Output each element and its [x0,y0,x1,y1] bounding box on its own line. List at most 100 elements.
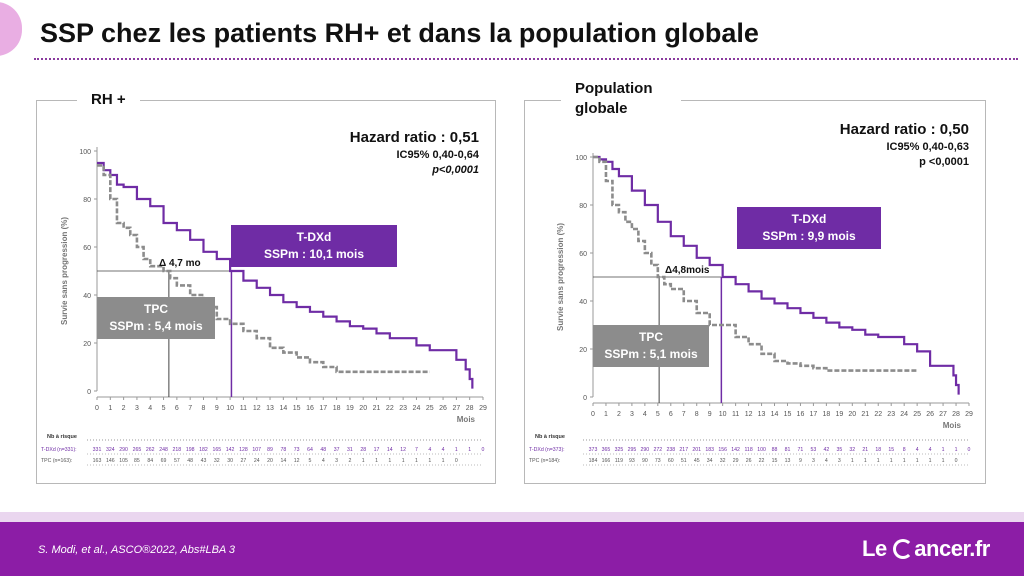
corner-decoration [0,2,22,56]
x-tick-label: 23 [399,405,407,412]
tdxd-box-median: SSPm : 9,9 mois [762,229,856,243]
risk-value: 331 [93,447,102,453]
x-tick-label: 13 [758,411,766,418]
tpc-box-median: SSPm : 5,4 mois [109,319,203,333]
risk-value: 32 [720,458,726,464]
risk-value: 85 [134,458,140,464]
risk-value: 100 [757,447,766,453]
panel-label: RH + [77,91,140,108]
risk-value: 93 [629,458,635,464]
x-tick-label: 27 [452,405,460,412]
risk-row-label: T-DXd (n=373): [529,447,565,453]
risk-value: 324 [106,447,115,453]
risk-value: 69 [161,458,167,464]
risk-value: 15 [772,458,778,464]
risk-value: 9 [799,458,802,464]
risk-value: 17 [374,447,380,453]
risk-value: 35 [836,447,842,453]
logo-prefix: Le [862,536,893,561]
tdxd-box-median: SSPm : 10,1 mois [263,247,365,261]
risk-value: 7 [415,447,418,453]
risk-value: 8 [903,447,906,453]
cancer-c-icon [893,539,914,559]
risk-value: 45 [694,458,700,464]
risk-value: 32 [214,458,220,464]
risk-value: 1 [442,458,445,464]
risk-value: 295 [628,447,637,453]
x-tick-label: 16 [306,405,314,412]
tpc-curve [97,164,430,374]
risk-value: 13 [785,458,791,464]
risk-value: 1 [388,458,391,464]
risk-value: 20 [267,458,273,464]
risk-value: 14 [280,458,286,464]
risk-value: 60 [668,458,674,464]
risk-value: 272 [653,447,662,453]
risk-value: 373 [589,447,598,453]
risk-value: 1 [851,458,854,464]
x-tick-label: 16 [797,411,805,418]
risk-value: 183 [705,447,714,453]
risk-value: 1 [890,458,893,464]
risk-value: 64 [307,447,313,453]
confidence-interval: IC95% 0,40-0,63 [886,141,969,153]
p-value: p <0,0001 [919,156,969,168]
risk-value: 165 [212,447,221,453]
hazard-ratio: Hazard ratio : 0,50 [839,121,969,138]
risk-value: 53 [811,447,817,453]
risk-value: 142 [731,447,740,453]
risk-value: 1 [955,447,958,453]
risk-value: 89 [267,447,273,453]
x-tick-label: 1 [604,411,608,418]
x-tick-label: 26 [439,405,447,412]
risk-value: 218 [173,447,182,453]
x-tick-label: 17 [319,405,327,412]
x-tick-label: 22 [386,405,394,412]
y-axis-label: Survie sans progression (%) [556,223,565,331]
risk-value: 1 [468,447,471,453]
risk-row-label: TPC (n=184): [529,458,560,464]
risk-value: 43 [201,458,207,464]
risk-value: 3 [838,458,841,464]
risk-value: 0 [968,447,971,453]
x-tick-label: 5 [656,411,660,418]
y-tick-label: 80 [579,203,587,210]
x-tick-label: 28 [952,411,960,418]
y-tick-label: 20 [83,341,91,348]
x-tick-label: 4 [643,411,647,418]
confidence-interval: IC95% 0,40-0,64 [396,149,479,161]
y-tick-label: 0 [583,395,587,402]
risk-value: 290 [119,447,128,453]
risk-value: 248 [159,447,168,453]
panel-label: Population globale [561,79,681,119]
x-tick-label: 8 [202,405,206,412]
tdxd-curve [593,155,960,395]
y-tick-label: 40 [83,293,91,300]
risk-value: 30 [227,458,233,464]
risk-value: 1 [362,458,365,464]
risk-value: 12 [294,458,300,464]
risk-value: 4 [929,447,932,453]
risk-value: 0 [955,458,958,464]
risk-value: 290 [641,447,650,453]
risk-value: 1 [903,458,906,464]
x-tick-label: 21 [861,411,869,418]
risk-value: 182 [199,447,208,453]
x-tick-label: 15 [784,411,792,418]
x-tick-label: 28 [466,405,474,412]
risk-value: 4 [428,447,431,453]
risk-value: 1 [864,458,867,464]
x-tick-label: 11 [732,411,739,418]
x-tick-label: 12 [745,411,753,418]
risk-value: 26 [746,458,752,464]
x-tick-label: 26 [926,411,934,418]
x-tick-label: 2 [617,411,621,418]
tpc-curve [593,155,918,372]
x-tick-label: 9 [708,411,712,418]
risk-value: 107 [252,447,261,453]
y-tick-label: 100 [79,149,91,156]
risk-value: 105 [119,458,128,464]
risk-value: 1 [916,458,919,464]
risk-value: 73 [294,447,300,453]
